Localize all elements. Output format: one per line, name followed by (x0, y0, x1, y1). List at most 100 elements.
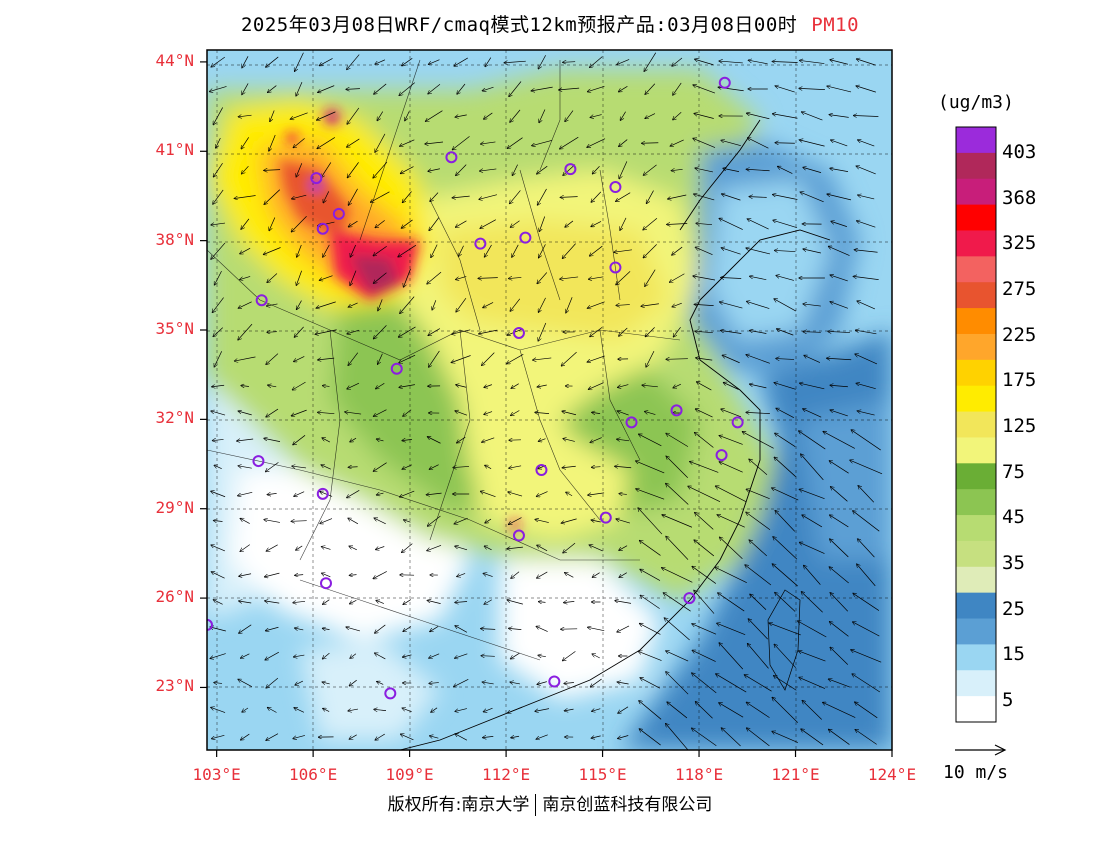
wind-arrow (318, 358, 335, 360)
wind-arrow (772, 731, 799, 743)
lon-tick-label: 118°E (674, 765, 724, 784)
wind-arrow (566, 492, 573, 497)
wind-arrow (666, 724, 689, 750)
wind-arrow (561, 351, 577, 366)
wind-arrow (321, 547, 331, 550)
wind-arrow (455, 708, 467, 712)
wind-arrow (801, 592, 823, 613)
wind-arrow (800, 383, 825, 390)
wind-arrow (745, 565, 772, 586)
wind-arrow (715, 567, 747, 584)
city-marker (207, 618, 213, 631)
wind-arrow (673, 383, 681, 388)
wind-arrow (591, 221, 602, 226)
wind-arrow (456, 385, 467, 387)
wind-arrow (670, 139, 684, 146)
wind-arrow (645, 327, 655, 336)
wind-arrow (452, 329, 471, 334)
wind-arrow (799, 489, 825, 499)
wind-arrow (296, 270, 302, 285)
wind-arrow (291, 409, 307, 416)
wind-arrow (645, 83, 656, 95)
wind-arrow (747, 728, 770, 747)
wind-arrow (428, 515, 441, 526)
wind-arrow (721, 140, 741, 146)
wind-arrow (716, 486, 747, 503)
wind-arrow (592, 412, 601, 413)
wind-arrow (590, 114, 602, 118)
wind-arrow (666, 536, 689, 560)
wind-arrow (512, 164, 518, 176)
copyright-left: 版权所有:南京大学 (387, 795, 530, 815)
colorbar-swatch (956, 411, 996, 438)
wind-arrow (638, 508, 663, 535)
wind-arrow (857, 564, 876, 587)
wind-arrow (720, 302, 743, 309)
wind-arrow (511, 652, 520, 659)
wind-arrow (291, 215, 307, 232)
wind-arrow (804, 565, 821, 585)
wind-arrow (672, 302, 682, 307)
wind-arrow (482, 682, 494, 684)
wind-arrow (560, 136, 579, 149)
wind-arrow (293, 601, 306, 602)
wind-arrow (668, 194, 687, 199)
wind-arrow (347, 162, 359, 177)
wind-arrow (803, 304, 821, 306)
wind-arrow (799, 140, 825, 147)
wind-arrow (238, 411, 252, 416)
wind-arrow (666, 359, 688, 360)
wind-arrow (290, 112, 308, 119)
wind-arrow (241, 385, 249, 386)
colorbar-label: 368 (1002, 186, 1037, 209)
wind-reference-label: 10 m/s (943, 762, 1009, 783)
colorbar-swatch (956, 385, 996, 413)
wind-arrow (537, 681, 547, 685)
wind-arrow (347, 54, 360, 70)
wind-arrow (375, 733, 385, 740)
wind-arrow (242, 165, 249, 174)
title-text: 2025年03月08日WRF/cmaq模式12km预报产品:03月08日00时 (240, 14, 798, 36)
wind-arrow (742, 432, 774, 449)
wind-arrow (346, 89, 360, 90)
wind-arrow (264, 189, 281, 205)
colorbar-swatch (956, 644, 996, 671)
wind-arrow (212, 385, 225, 387)
wind-arrow (747, 219, 769, 230)
wind-arrow (427, 271, 442, 284)
wind-arrow (457, 436, 466, 443)
wind-arrow (292, 381, 306, 390)
wind-arrow (719, 61, 743, 63)
wind-arrow (348, 352, 359, 366)
wind-arrow (349, 575, 357, 576)
wind-arrow (695, 247, 713, 256)
wind-arrow (616, 192, 631, 202)
colorbar-swatch (956, 333, 996, 361)
wind-arrow (429, 683, 439, 684)
wind-arrow (399, 354, 416, 363)
wind-arrow (507, 353, 524, 363)
wind-arrow (241, 137, 250, 148)
wind-arrow (829, 567, 849, 584)
wind-arrow (404, 520, 411, 522)
city-marker (319, 577, 332, 590)
wind-arrow (564, 601, 575, 602)
wind-arrow (592, 654, 600, 659)
wind-arrow (858, 140, 875, 147)
lon-tick-label: 115°E (578, 765, 627, 784)
wind-arrow (772, 564, 798, 587)
wind-arrow (829, 461, 849, 474)
wind-arrow (265, 572, 280, 577)
wind-arrow (292, 194, 307, 199)
wind-arrow (377, 439, 384, 441)
wind-arrow (403, 655, 412, 657)
city-marker (609, 261, 622, 274)
wind-arrow (267, 493, 277, 494)
colorbar-swatch (956, 178, 996, 206)
wind-arrow (238, 115, 252, 117)
wind-arrow (348, 709, 359, 711)
colorbar-swatch (956, 127, 996, 154)
wind-arrow (239, 573, 252, 577)
colorbar-label: 225 (1002, 323, 1037, 346)
